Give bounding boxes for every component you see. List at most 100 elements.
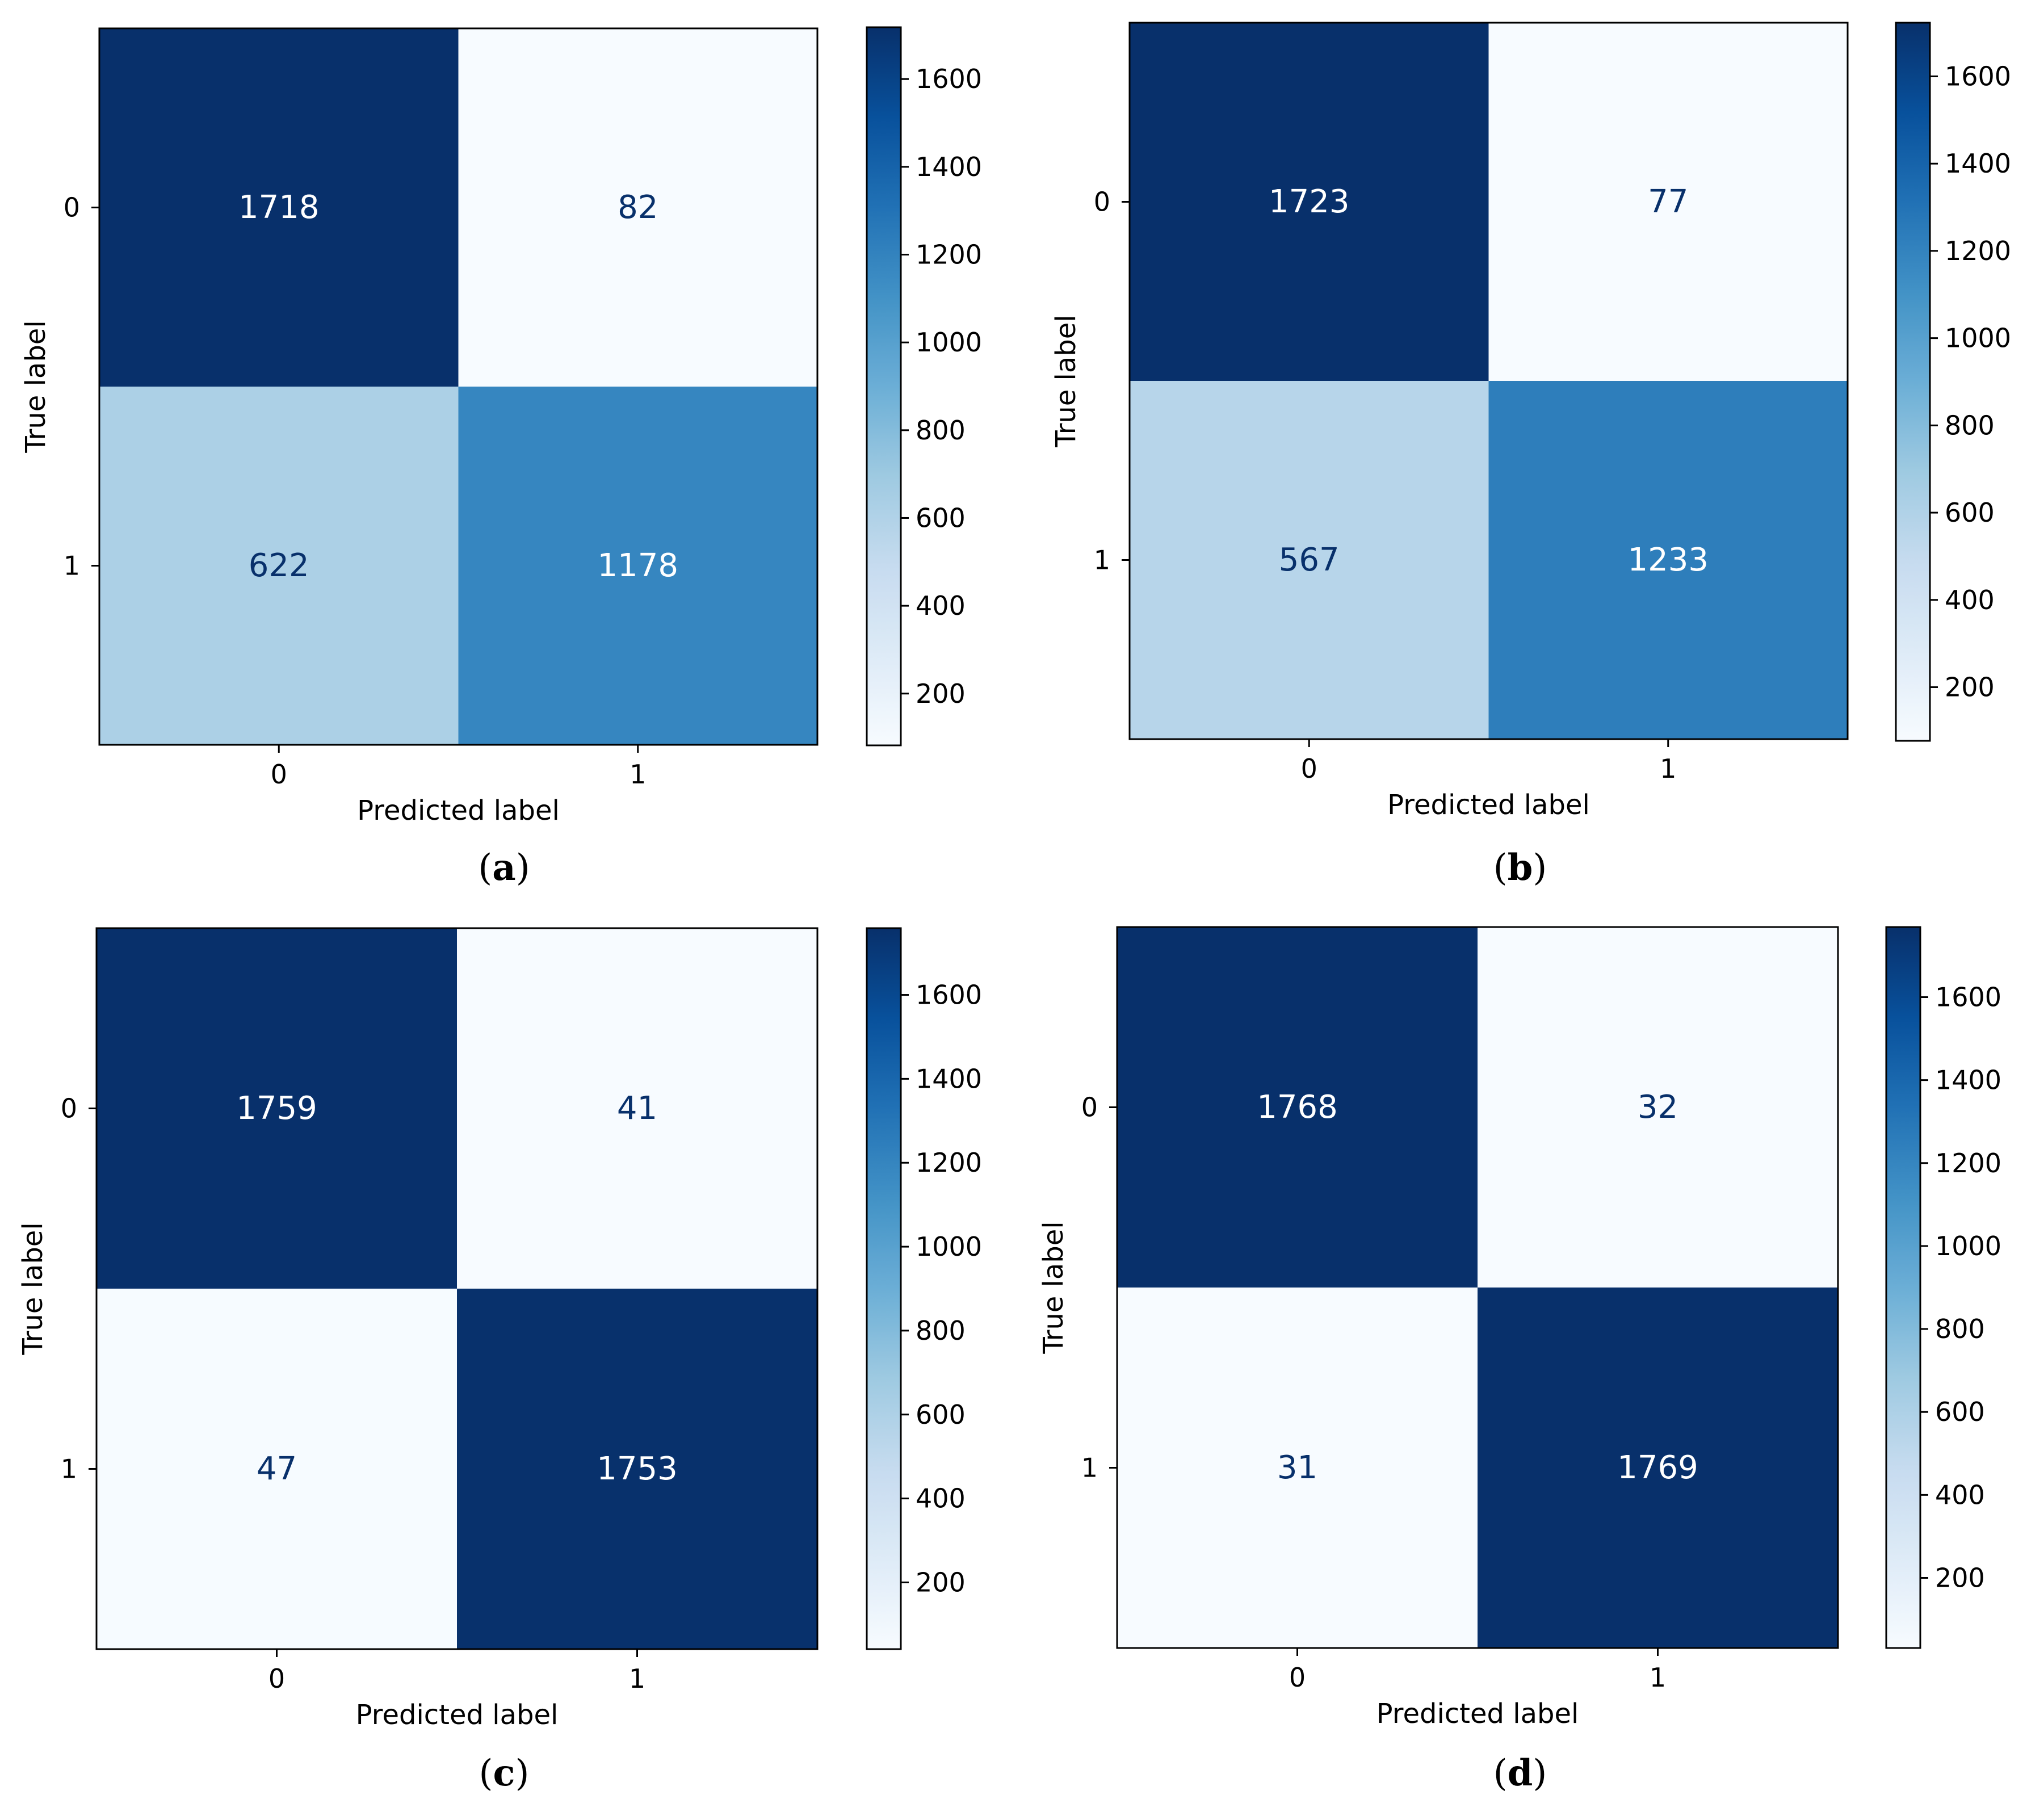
- colorbar-tick-label: 600: [1945, 497, 1995, 528]
- colorbar-tick-label: 1400: [1945, 148, 2011, 179]
- cell-r1-c1: [1488, 381, 1848, 739]
- cell-value-r1-c1: 1769: [1617, 1449, 1698, 1486]
- confusion-matrix-panel-d: 1768 32 31 1769 0 1 0 1 Predicted label True labe…: [1038, 926, 2001, 1794]
- heatmap-frame: [1128, 22, 1849, 740]
- colorbar-tick-label: 600: [916, 1399, 966, 1430]
- cell-r0-c0: [1130, 23, 1489, 381]
- panel-caption: (a): [478, 846, 530, 889]
- confusion-matrix-panel-c: 1759 41 47 1753 0 1 0 1 Predicted label True labe…: [17, 927, 982, 1794]
- y-tick-label: 1: [64, 551, 80, 581]
- colorbar-tick-label: 800: [1935, 1314, 1985, 1344]
- colorbar-tick-label: 200: [916, 678, 966, 709]
- cell-r0-c0: [96, 928, 457, 1289]
- colorbar-tick-label: 200: [1935, 1563, 1985, 1593]
- cell-value-r0-c1: 41: [617, 1090, 657, 1127]
- cell-r1-c1: [1478, 1288, 1838, 1648]
- cell-value-r1-c0: 622: [249, 547, 309, 584]
- confusion-matrix-panel-b: 1723 77 567 1233 0 1 0 1 Predicted label True lab…: [1050, 22, 2011, 889]
- colorbar-tick-label: 1000: [916, 1231, 982, 1262]
- heatmap-frame: [1116, 926, 1839, 1649]
- y-axis-label: True label: [20, 320, 52, 453]
- cell-value-r0-c0: 1759: [236, 1090, 317, 1127]
- colorbar-tick-label: 400: [916, 590, 966, 621]
- caption-close-paren: ): [1533, 1752, 1547, 1794]
- caption-open-paren: (: [479, 1752, 493, 1794]
- colorbar: [1885, 926, 1921, 1649]
- cell-r1-c1: [457, 1289, 817, 1649]
- y-tick-label: 1: [1094, 545, 1110, 576]
- colorbar-tick-label: 1000: [1945, 323, 2011, 354]
- cell-r1-c0: [1130, 381, 1489, 739]
- x-axis-label: Predicted label: [1376, 1698, 1579, 1730]
- colorbar-tick-label: 1200: [1935, 1148, 2001, 1179]
- y-tick-label: 0: [61, 1093, 77, 1124]
- caption-close-paren: ): [1533, 847, 1547, 889]
- x-tick-label: 1: [629, 759, 646, 790]
- confusion-matrix-panel-a: 1718 82 622 1178 0 1 0 1 Predicted label True lab…: [20, 26, 982, 889]
- colorbar-tick-label: 800: [1945, 410, 1995, 441]
- colorbar-tick-label: 400: [1935, 1479, 1985, 1510]
- x-tick-label: 0: [1301, 753, 1317, 784]
- panel-caption: (d): [1493, 1752, 1547, 1794]
- x-tick-label: 0: [1289, 1662, 1306, 1693]
- colorbar-tick-label: 400: [1945, 585, 1995, 615]
- x-axis-label: Predicted label: [357, 795, 560, 827]
- colorbar-tick-label: 800: [916, 415, 966, 446]
- cell-value-r1-c1: 1233: [1627, 542, 1709, 578]
- cell-value-r1-c0: 47: [257, 1450, 297, 1487]
- cell-value-r1-c0: 31: [1277, 1449, 1317, 1486]
- cell-r0-c1: [458, 28, 817, 387]
- y-axis-label: True label: [1050, 314, 1082, 447]
- x-tick-label: 1: [1650, 1662, 1666, 1693]
- x-tick-label: 0: [271, 759, 287, 790]
- colorbar: [866, 927, 902, 1650]
- panel-caption: (b): [1493, 846, 1547, 889]
- colorbar-tick-label: 1600: [1945, 61, 2011, 92]
- y-tick-label: 0: [64, 192, 80, 223]
- cell-value-r0-c0: 1768: [1257, 1089, 1338, 1126]
- colorbar-tick-label: 1000: [916, 327, 982, 358]
- cell-r1-c1: [458, 387, 817, 745]
- cell-r1-c0: [96, 1289, 457, 1649]
- colorbar-tick-label: 1400: [916, 152, 982, 182]
- x-axis-label: Predicted label: [356, 1699, 559, 1731]
- cell-value-r1-c0: 567: [1279, 542, 1340, 578]
- cell-value-r1-c1: 1753: [597, 1450, 678, 1487]
- caption-letter: b: [1508, 846, 1533, 889]
- colorbar-tick-label: 600: [916, 502, 966, 533]
- x-axis-label: Predicted label: [1387, 789, 1590, 821]
- colorbar-tick-label: 400: [916, 1483, 966, 1514]
- cell-r0-c0: [1117, 927, 1478, 1288]
- x-tick-label: 0: [268, 1663, 285, 1694]
- cell-value-r0-c1: 77: [1648, 183, 1688, 220]
- cell-r0-c0: [99, 28, 459, 387]
- y-tick-label: 1: [1081, 1453, 1098, 1483]
- colorbar-tick-label: 1200: [916, 240, 982, 270]
- colorbar-tick-label: 1600: [916, 64, 982, 94]
- cell-r0-c1: [1488, 23, 1848, 381]
- caption-letter: c: [493, 1752, 515, 1794]
- caption-open-paren: (: [1493, 1752, 1508, 1794]
- cell-r0-c1: [1478, 927, 1838, 1288]
- caption-close-paren: ): [515, 1752, 529, 1794]
- cell-value-r1-c1: 1178: [597, 547, 678, 584]
- y-axis-label: True label: [17, 1222, 49, 1355]
- caption-open-paren: (: [1493, 847, 1508, 889]
- cell-value-r0-c1: 32: [1638, 1089, 1678, 1126]
- y-tick-label: 0: [1094, 187, 1110, 217]
- heatmap-frame: [98, 27, 819, 746]
- heatmap-frame: [95, 927, 819, 1650]
- colorbar: [866, 26, 902, 747]
- colorbar-tick-label: 600: [1935, 1397, 1985, 1427]
- colorbar-tick-label: 1400: [1935, 1065, 2001, 1096]
- colorbar-tick-label: 1400: [916, 1063, 982, 1094]
- cell-value-r0-c1: 82: [618, 189, 658, 226]
- caption-letter: a: [492, 846, 515, 889]
- caption-close-paren: ): [516, 847, 530, 889]
- caption-letter: d: [1508, 1752, 1533, 1794]
- colorbar-tick-label: 1600: [916, 980, 982, 1010]
- y-tick-label: 0: [1081, 1092, 1098, 1123]
- colorbar: [1895, 22, 1931, 742]
- x-tick-label: 1: [1660, 753, 1676, 784]
